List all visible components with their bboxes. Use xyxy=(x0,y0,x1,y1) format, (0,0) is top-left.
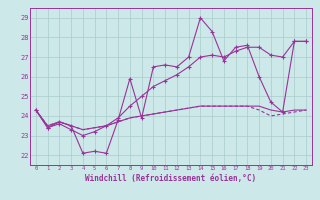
X-axis label: Windchill (Refroidissement éolien,°C): Windchill (Refroidissement éolien,°C) xyxy=(85,174,257,183)
